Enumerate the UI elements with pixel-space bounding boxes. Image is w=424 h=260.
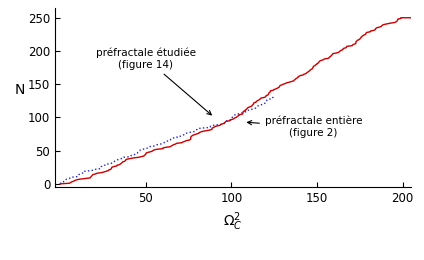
Text: préfractale entière
(figure 2): préfractale entière (figure 2) (248, 116, 363, 138)
Text: préfractale étudiée
(figure 14): préfractale étudiée (figure 14) (96, 48, 211, 115)
X-axis label: $\Omega_C^2$: $\Omega_C^2$ (223, 211, 243, 233)
Y-axis label: N: N (14, 83, 25, 98)
